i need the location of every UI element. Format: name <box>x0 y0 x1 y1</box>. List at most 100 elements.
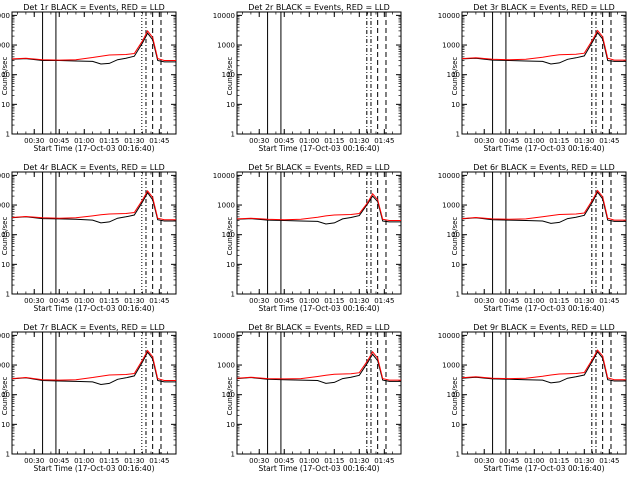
y-axis-label: Counts/sec <box>226 377 234 416</box>
panel-title: Det 3r BLACK = Events, RED = LLD <box>473 3 615 12</box>
y-tick-label: 1 <box>231 131 235 139</box>
series-lld <box>461 189 626 221</box>
series-lld <box>236 192 401 221</box>
panel-6: Det 6r BLACK = Events, RED = LLD 1 10 100 10… <box>438 163 627 313</box>
y-tick-label: 1 <box>6 131 10 139</box>
y-tick-label: 100 <box>222 71 235 79</box>
panel-3: Det 3r BLACK = Events, RED = LLD 1 10 100 10… <box>438 3 627 153</box>
x-tick-label: 00:30 <box>249 457 269 465</box>
x-tick-label: 01:45 <box>599 137 619 145</box>
y-tick-label: 10 <box>226 261 235 269</box>
x-tick-label: 00:30 <box>24 137 44 145</box>
x-tick-label: 01:30 <box>349 297 369 305</box>
x-axis-label: Start Time (17-Oct-03 00:16:40) <box>258 144 379 153</box>
x-tick-label: 01:45 <box>599 457 619 465</box>
x-tick-label: 00:30 <box>249 297 269 305</box>
x-axis-label: Start Time (17-Oct-03 00:16:40) <box>483 304 604 313</box>
y-tick-label: 10000 <box>213 172 235 180</box>
y-tick-label: 10 <box>451 421 460 429</box>
x-tick-label: 00:45 <box>274 297 294 305</box>
panel-title: Det 6r BLACK = Events, RED = LLD <box>473 163 615 172</box>
x-tick-label: 01:00 <box>74 297 94 305</box>
series-events <box>461 31 626 65</box>
x-axis-label: Start Time (17-Oct-03 00:16:40) <box>33 144 154 153</box>
x-tick-label: 01:15 <box>324 297 344 305</box>
y-tick-label: 1000 <box>442 362 460 370</box>
y-tick-label: 100 <box>0 71 10 79</box>
x-tick-label: 01:30 <box>124 457 144 465</box>
y-tick-label: 10000 <box>213 332 235 340</box>
panel-title: Det 7r BLACK = Events, RED = LLD <box>23 323 165 332</box>
series-lld <box>11 29 176 61</box>
x-tick-label: 00:30 <box>249 137 269 145</box>
x-tick-label: 01:45 <box>374 297 394 305</box>
series-lld <box>461 29 626 61</box>
plot-frame <box>236 11 402 135</box>
plot-frame <box>11 171 177 295</box>
x-tick-label: 01:15 <box>549 137 569 145</box>
y-tick-label: 1 <box>456 131 460 139</box>
y-tick-label: 1000 <box>0 362 10 370</box>
x-axis-label: Start Time (17-Oct-03 00:16:40) <box>33 464 154 473</box>
y-tick-label: 1000 <box>217 362 235 370</box>
y-tick-label: 10000 <box>438 332 460 340</box>
y-tick-label: 1 <box>6 451 10 459</box>
y-tick-label: 100 <box>447 231 460 239</box>
series-events <box>236 353 401 384</box>
x-tick-label: 01:00 <box>299 137 319 145</box>
y-tick-label: 10 <box>1 421 10 429</box>
x-axis-label: Start Time (17-Oct-03 00:16:40) <box>33 304 154 313</box>
y-tick-label: 1 <box>456 291 460 299</box>
y-tick-label: 10 <box>1 101 10 109</box>
x-tick-label: 01:15 <box>99 297 119 305</box>
panel-title: Det 2r BLACK = Events, RED = LLD <box>248 3 390 12</box>
y-tick-label: 100 <box>222 231 235 239</box>
x-tick-label: 00:45 <box>49 137 69 145</box>
y-axis-label: Counts/sec <box>226 57 234 96</box>
y-axis-label: Counts/sec <box>451 57 459 96</box>
series-lld <box>236 350 401 381</box>
y-tick-label: 1 <box>231 451 235 459</box>
x-tick-label: 00:45 <box>274 137 294 145</box>
y-tick-label: 10 <box>226 421 235 429</box>
y-tick-label: 1000 <box>0 202 10 210</box>
panel-8: Det 8r BLACK = Events, RED = LLD 1 10 100 10… <box>213 323 402 473</box>
x-tick-label: 01:15 <box>324 457 344 465</box>
y-tick-label: 1000 <box>217 42 235 50</box>
x-tick-label: 00:30 <box>24 297 44 305</box>
x-tick-label: 00:45 <box>49 297 69 305</box>
y-tick-label: 1000 <box>217 202 235 210</box>
y-tick-label: 10 <box>451 261 460 269</box>
y-tick-label: 10 <box>226 101 235 109</box>
y-tick-label: 10000 <box>438 172 460 180</box>
x-axis-label: Start Time (17-Oct-03 00:16:40) <box>258 464 379 473</box>
y-axis-label: Counts/sec <box>226 217 234 256</box>
y-axis-label: Counts/sec <box>451 217 459 256</box>
x-tick-label: 01:45 <box>374 137 394 145</box>
panel-title: Det 8r BLACK = Events, RED = LLD <box>248 323 390 332</box>
panel-1: Det 1r BLACK = Events, RED = LLD 1 10 100 10… <box>0 3 177 153</box>
x-tick-label: 01:45 <box>149 297 169 305</box>
x-tick-label: 01:45 <box>599 297 619 305</box>
x-tick-label: 00:30 <box>474 297 494 305</box>
x-tick-label: 01:30 <box>349 137 369 145</box>
y-tick-label: 1 <box>6 291 10 299</box>
x-tick-label: 00:30 <box>474 457 494 465</box>
x-tick-label: 00:45 <box>499 457 519 465</box>
x-tick-label: 01:15 <box>549 457 569 465</box>
series-events <box>11 191 176 224</box>
panel-5: Det 5r BLACK = Events, RED = LLD 1 10 100 10… <box>213 163 402 313</box>
x-axis-label: Start Time (17-Oct-03 00:16:40) <box>483 464 604 473</box>
panel-7: Det 7r BLACK = Events, RED = LLD 1 10 100 10… <box>0 323 177 473</box>
y-axis-label: Counts/sec <box>1 57 9 96</box>
y-tick-label: 100 <box>222 391 235 399</box>
y-axis-label: Counts/sec <box>1 377 9 416</box>
x-tick-label: 01:45 <box>374 457 394 465</box>
x-tick-label: 01:30 <box>574 137 594 145</box>
x-tick-label: 01:15 <box>99 137 119 145</box>
panel-4: Det 4r BLACK = Events, RED = LLD 1 10 100 10… <box>0 163 177 313</box>
x-tick-label: 01:00 <box>74 457 94 465</box>
panel-2: Det 2r BLACK = Events, RED = LLD 1 10 100 10… <box>213 3 402 153</box>
x-tick-label: 01:15 <box>99 457 119 465</box>
x-tick-label: 01:30 <box>124 297 144 305</box>
